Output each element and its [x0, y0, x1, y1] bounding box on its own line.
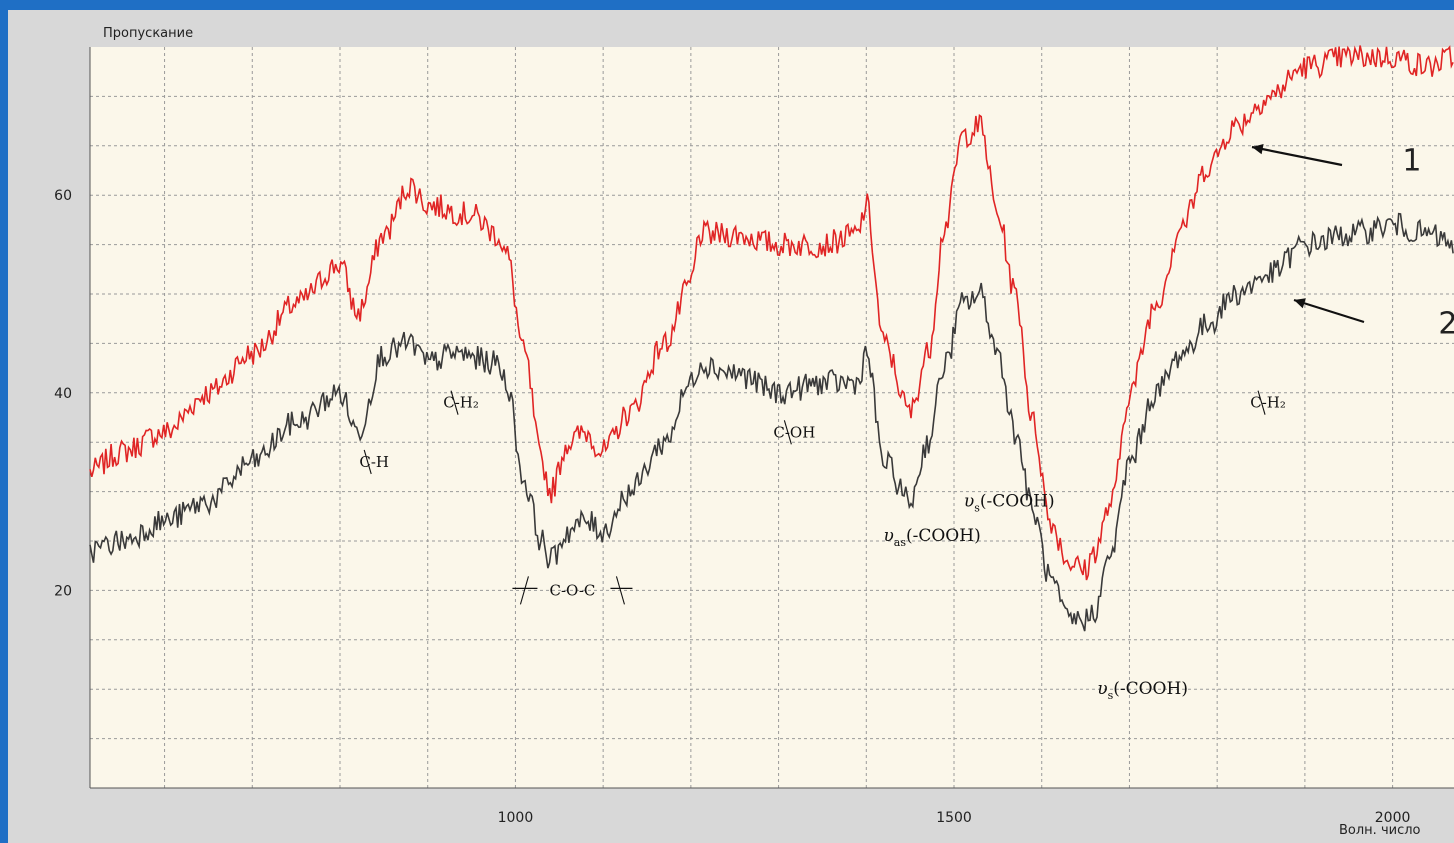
curve-arrow-line	[1251, 145, 1343, 167]
curve-label-2: 2	[1438, 307, 1454, 342]
spectrum-line-2	[89, 212, 1454, 632]
curve-label-1: 1	[1402, 144, 1421, 179]
y-tick-label: 60	[54, 188, 72, 204]
y-tick-label: 40	[54, 386, 72, 402]
annotation-ch: C-H	[359, 453, 389, 471]
annotation-coh: C-OH	[773, 423, 815, 441]
bond-mark	[1257, 390, 1266, 415]
bond-mark	[450, 390, 459, 415]
annotation-nus2: υs(-COOH)	[1097, 679, 1188, 702]
plot-area	[90, 47, 1454, 788]
curve-arrow-line	[1293, 298, 1365, 324]
x-tick-label: 1500	[936, 810, 972, 826]
annotation-ch2b: C-H₂	[1250, 394, 1286, 412]
annotation-ch2a: C-H₂	[443, 394, 479, 412]
y-axis-label: Пропускание	[103, 26, 194, 41]
curve-arrow-head	[1294, 298, 1306, 309]
curve-arrow-head	[1252, 144, 1264, 155]
annotation-nus1: υs(-COOH)	[964, 491, 1055, 514]
bond-mark	[783, 420, 792, 445]
bond-mark	[363, 449, 372, 475]
x-tick-label: 1000	[498, 810, 534, 826]
spectrum-line-1	[89, 45, 1454, 581]
annotation-nuas: υas(-COOH)	[883, 526, 980, 549]
x-axis-label: Волн. число	[1339, 823, 1421, 838]
bond-mark	[615, 576, 625, 605]
x-tick-label: 2000	[1375, 810, 1411, 826]
bond-mark	[519, 576, 529, 605]
y-tick-label: 20	[54, 583, 72, 599]
annotation-coc: C-O-C	[549, 581, 595, 599]
